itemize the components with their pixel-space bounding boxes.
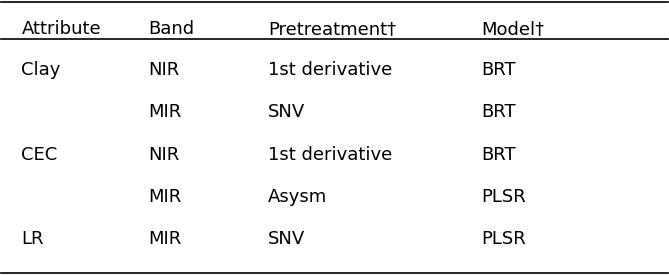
Text: SNV: SNV: [268, 230, 305, 248]
Text: 1st derivative: 1st derivative: [268, 61, 392, 79]
Text: MIR: MIR: [148, 230, 181, 248]
Text: BRT: BRT: [481, 103, 516, 122]
Text: LR: LR: [21, 230, 44, 248]
Text: PLSR: PLSR: [481, 188, 526, 206]
Text: CEC: CEC: [21, 146, 58, 164]
Text: Attribute: Attribute: [21, 20, 101, 38]
Text: SNV: SNV: [268, 103, 305, 122]
Text: BRT: BRT: [481, 61, 516, 79]
Text: MIR: MIR: [148, 188, 181, 206]
Text: Pretreatment†: Pretreatment†: [268, 20, 396, 38]
Text: NIR: NIR: [148, 61, 179, 79]
Text: Clay: Clay: [21, 61, 61, 79]
Text: Model†: Model†: [481, 20, 544, 38]
Text: Band: Band: [148, 20, 194, 38]
Text: Asysm: Asysm: [268, 188, 327, 206]
Text: PLSR: PLSR: [481, 230, 526, 248]
Text: BRT: BRT: [481, 146, 516, 164]
Text: NIR: NIR: [148, 146, 179, 164]
Text: 1st derivative: 1st derivative: [268, 146, 392, 164]
Text: MIR: MIR: [148, 103, 181, 122]
